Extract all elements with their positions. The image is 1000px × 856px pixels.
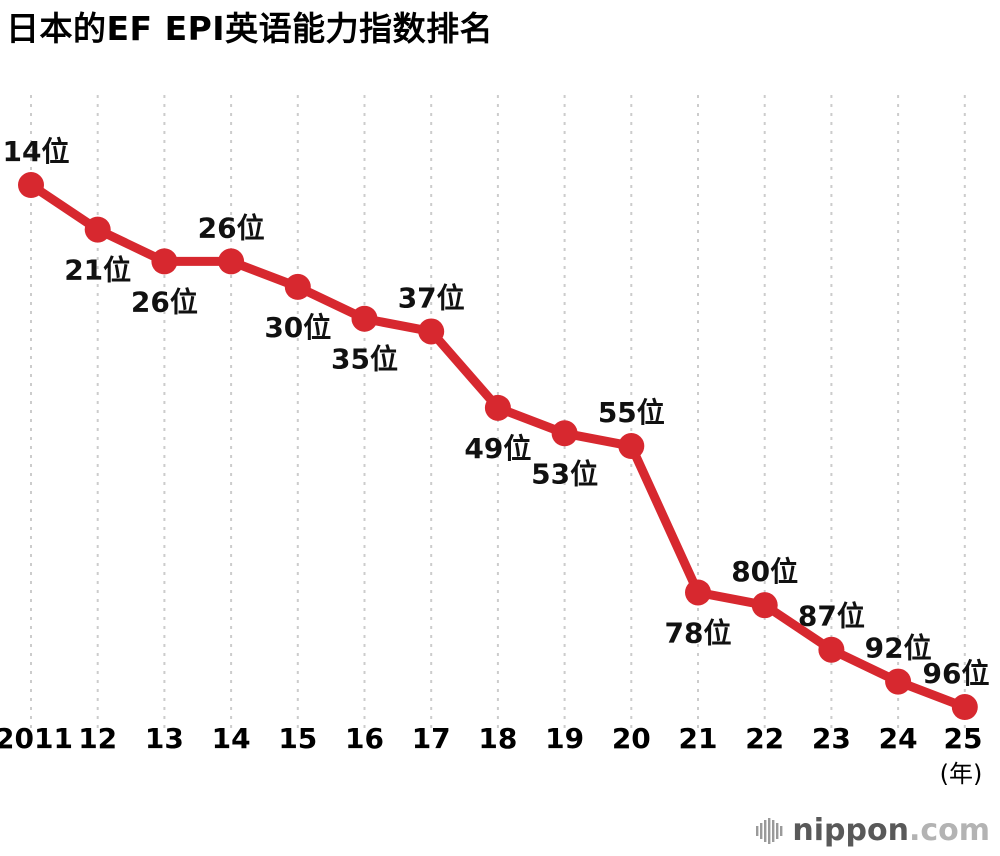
brand-suffix-text: .com — [908, 813, 990, 848]
data-point-marker — [484, 394, 511, 421]
data-point-marker — [751, 592, 778, 619]
data-point-label: 78位 — [665, 616, 732, 649]
x-axis-label: 20 — [612, 722, 651, 755]
x-axis-label: 14 — [212, 722, 251, 755]
x-axis-label: 24 — [879, 722, 918, 755]
x-axis-label: 13 — [145, 722, 184, 755]
data-point-marker — [418, 318, 445, 345]
x-axis-label: 15 — [278, 722, 317, 755]
x-axis-label: 12 — [78, 722, 117, 755]
x-axis-label: 25 — [944, 722, 983, 755]
data-point-marker — [351, 305, 378, 332]
data-point-marker — [685, 579, 711, 606]
data-point-marker — [551, 420, 578, 447]
data-point-label: 49位 — [464, 432, 531, 465]
data-point-marker — [18, 172, 44, 199]
x-axis-label: 18 — [478, 722, 517, 755]
x-axis-label: 21 — [679, 722, 718, 755]
data-point-label: 30位 — [264, 311, 331, 344]
data-point-label: 26位 — [198, 211, 265, 244]
data-point-marker — [618, 433, 645, 460]
x-axis-label: 16 — [345, 722, 384, 755]
data-point-marker — [818, 636, 845, 663]
brand-text: nippon — [792, 813, 909, 848]
data-point-marker — [885, 668, 912, 695]
x-axis-label: 2011 — [0, 722, 73, 755]
chart-title: 日本的EF EPI英语能力指数排名 — [6, 9, 494, 48]
data-point-label: 37位 — [398, 281, 465, 314]
data-point-label: 55位 — [598, 396, 665, 429]
data-point-marker — [84, 216, 111, 243]
data-point-label: 96位 — [923, 657, 990, 690]
data-point-marker — [951, 694, 978, 721]
data-point-label: 92位 — [865, 632, 932, 665]
x-axis-label: 22 — [745, 722, 784, 755]
data-point-label: 26位 — [131, 285, 198, 318]
x-axis-label: 19 — [545, 722, 584, 755]
data-point-label: 87位 — [798, 600, 865, 633]
data-point-marker — [151, 248, 178, 275]
data-point-marker — [218, 248, 245, 275]
data-point-marker — [284, 273, 311, 300]
data-point-label: 80位 — [731, 555, 798, 588]
nippon-bars-icon — [756, 818, 783, 844]
data-point-label: 21位 — [64, 254, 131, 287]
x-axis-label: 23 — [812, 722, 851, 755]
data-point-label: 53位 — [531, 457, 598, 490]
nippon-com-logo: nippon.com — [756, 816, 990, 846]
x-axis-unit-label: (年) — [940, 760, 983, 788]
data-point-label: 14位 — [3, 135, 70, 168]
x-axis-label: 17 — [412, 722, 451, 755]
data-point-label: 35位 — [331, 343, 398, 376]
